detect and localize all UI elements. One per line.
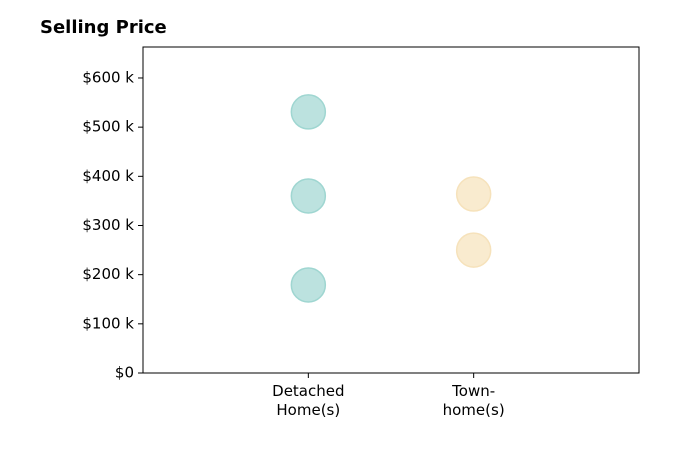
chart-title: Selling Price [40,17,167,38]
y-tick-label: $500 k [82,118,134,136]
point [455,176,492,212]
y-tick-label: $300 k [82,216,134,234]
y-tick-label: $100 k [82,314,134,332]
y-tick-label: $400 k [82,167,134,185]
plot-frame [142,46,640,374]
point [290,94,327,130]
y-tick-label: $600 k [82,68,134,86]
y-tick-label: $0 [115,364,134,382]
y-tick-label: $200 k [82,265,134,283]
point [290,267,327,303]
point [455,232,492,268]
x-tick-label: Town- home(s) [442,382,505,419]
point [290,178,327,214]
x-tick-label: Detached Home(s) [272,382,345,419]
